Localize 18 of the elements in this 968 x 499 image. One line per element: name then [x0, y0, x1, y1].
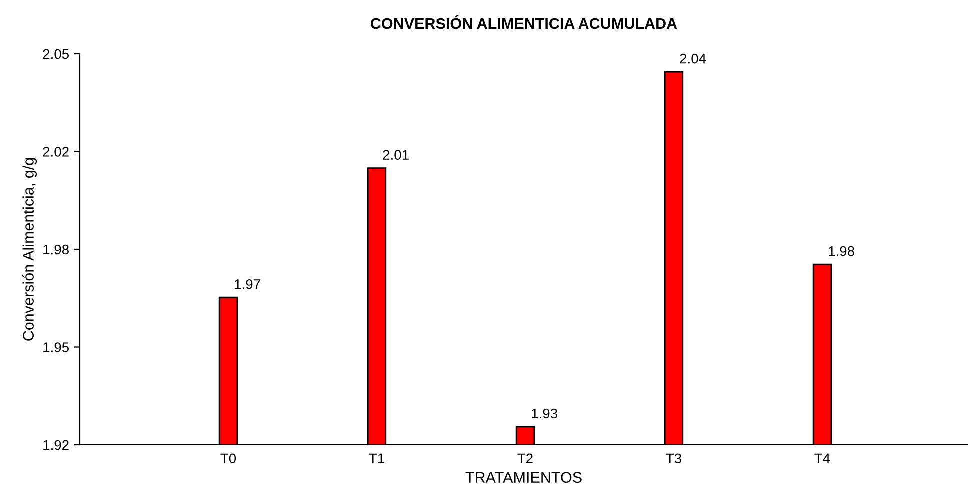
x-tick-label: T4 — [814, 454, 830, 464]
y-axis-title: Conversión Alimenticia, g/g — [22, 158, 37, 341]
data-label: 1.97 — [235, 279, 260, 290]
data-label: 2.04 — [680, 54, 706, 64]
data-label: 1.93 — [532, 408, 558, 419]
x-axis-title: TRATAMIENTOS — [466, 472, 582, 484]
x-tick-label: T2 — [518, 454, 533, 464]
y-tick-label: 2.05 — [43, 49, 70, 60]
y-tick-label: 1.95 — [44, 342, 70, 352]
x-tick-label: T1 — [369, 454, 384, 464]
x-tick-label: T3 — [666, 454, 682, 464]
chart-title: CONVERSIÓN ALIMENTICIA ACUMULADA — [371, 15, 678, 30]
data-label: 1.98 — [829, 246, 854, 256]
y-tick-label: 1.98 — [44, 244, 69, 255]
y-tick-label: 2.02 — [43, 147, 69, 157]
data-label: 2.01 — [383, 150, 409, 160]
x-tick-label: T0 — [220, 454, 236, 464]
y-tick-label: 1.92 — [44, 440, 69, 450]
